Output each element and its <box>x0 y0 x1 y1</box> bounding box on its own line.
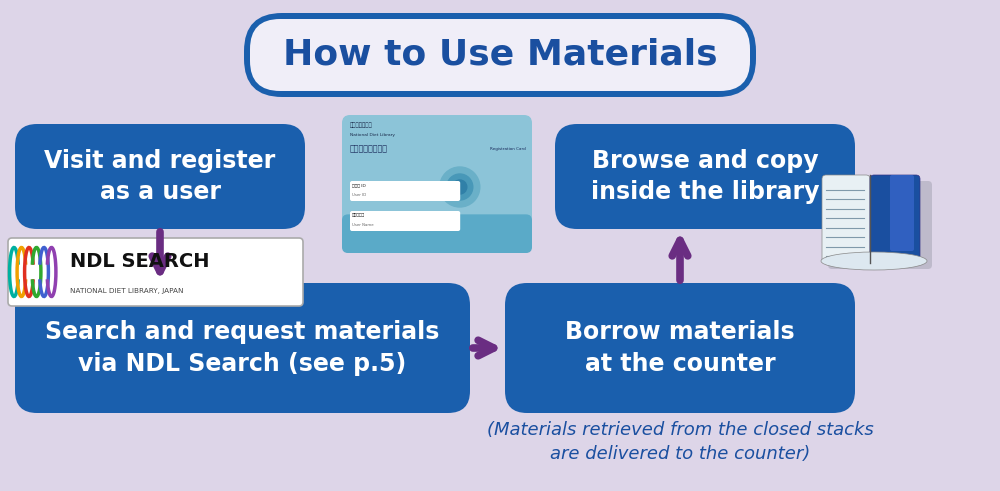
FancyBboxPatch shape <box>15 283 470 413</box>
FancyBboxPatch shape <box>828 181 932 269</box>
Text: Borrow materials
at the counter: Borrow materials at the counter <box>565 320 795 376</box>
Text: User ID: User ID <box>352 193 366 197</box>
FancyBboxPatch shape <box>505 283 855 413</box>
Circle shape <box>447 174 473 200</box>
FancyBboxPatch shape <box>870 175 920 263</box>
FancyBboxPatch shape <box>244 13 756 97</box>
Circle shape <box>440 167 480 207</box>
FancyBboxPatch shape <box>890 175 914 251</box>
FancyBboxPatch shape <box>555 124 855 229</box>
Text: User Name: User Name <box>352 223 374 227</box>
Text: NDL SEARCH: NDL SEARCH <box>70 252 210 272</box>
FancyBboxPatch shape <box>15 124 305 229</box>
FancyBboxPatch shape <box>8 238 303 306</box>
Text: 利用者氏名: 利用者氏名 <box>352 214 365 218</box>
Text: Search and request materials
via NDL Search (see p.5): Search and request materials via NDL Sea… <box>45 320 440 376</box>
Text: (Materials retrieved from the closed stacks
are delivered to the counter): (Materials retrieved from the closed sta… <box>487 421 873 463</box>
FancyBboxPatch shape <box>250 19 750 91</box>
FancyBboxPatch shape <box>342 115 532 253</box>
FancyBboxPatch shape <box>350 181 460 201</box>
Text: 国立国会図書館: 国立国会図書館 <box>350 122 373 128</box>
Text: Registration Card: Registration Card <box>490 147 526 151</box>
Text: Browse and copy
inside the library: Browse and copy inside the library <box>591 149 819 204</box>
Text: 利用者 ID: 利用者 ID <box>352 184 366 188</box>
Text: Visit and register
as a user: Visit and register as a user <box>44 149 276 204</box>
Text: 登録利用者カード: 登録利用者カード <box>350 144 388 154</box>
FancyBboxPatch shape <box>822 175 870 263</box>
Ellipse shape <box>821 252 927 270</box>
FancyBboxPatch shape <box>342 215 532 253</box>
FancyBboxPatch shape <box>350 211 460 231</box>
Text: NATIONAL DIET LIBRARY, JAPAN: NATIONAL DIET LIBRARY, JAPAN <box>70 288 184 294</box>
Text: National Diet Library: National Diet Library <box>350 133 395 137</box>
Circle shape <box>453 180 467 194</box>
Text: How to Use Materials: How to Use Materials <box>283 38 717 72</box>
